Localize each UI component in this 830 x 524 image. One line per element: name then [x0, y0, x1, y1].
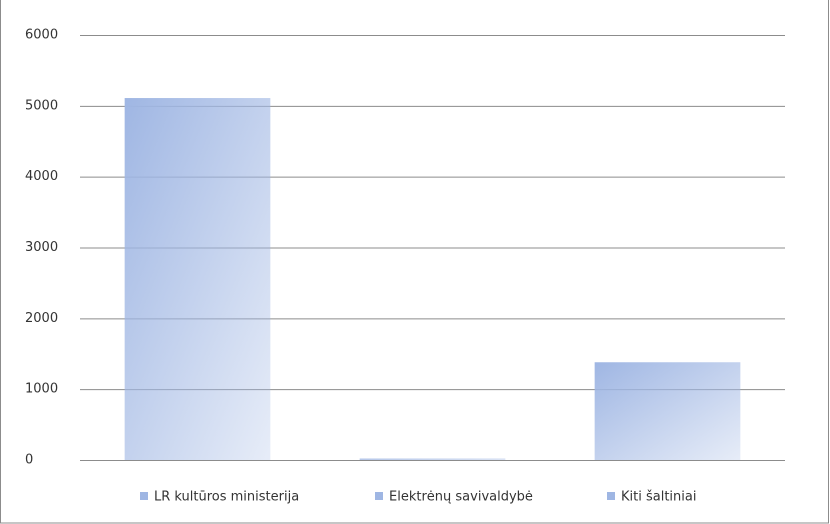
legend-swatch — [375, 492, 383, 500]
y-tick-label: 1000 — [25, 382, 58, 397]
y-tick-label: 6000 — [25, 28, 58, 43]
y-tick-label: 4000 — [25, 169, 58, 184]
legend-swatch — [607, 492, 615, 500]
y-tick-label: 5000 — [25, 98, 58, 113]
bar — [594, 362, 741, 460]
y-tick-label: 0 — [25, 453, 33, 468]
legend-label: Kiti šaltiniai — [621, 490, 696, 505]
y-tick-label: 3000 — [25, 240, 58, 255]
y-tick-label: 2000 — [25, 311, 58, 326]
legend-swatch — [140, 492, 148, 500]
legend-label: LR kultūros ministerija — [154, 490, 299, 505]
bar — [359, 458, 506, 460]
bar — [124, 98, 271, 461]
legend-label: Elektrėnų savivaldybė — [389, 490, 533, 505]
